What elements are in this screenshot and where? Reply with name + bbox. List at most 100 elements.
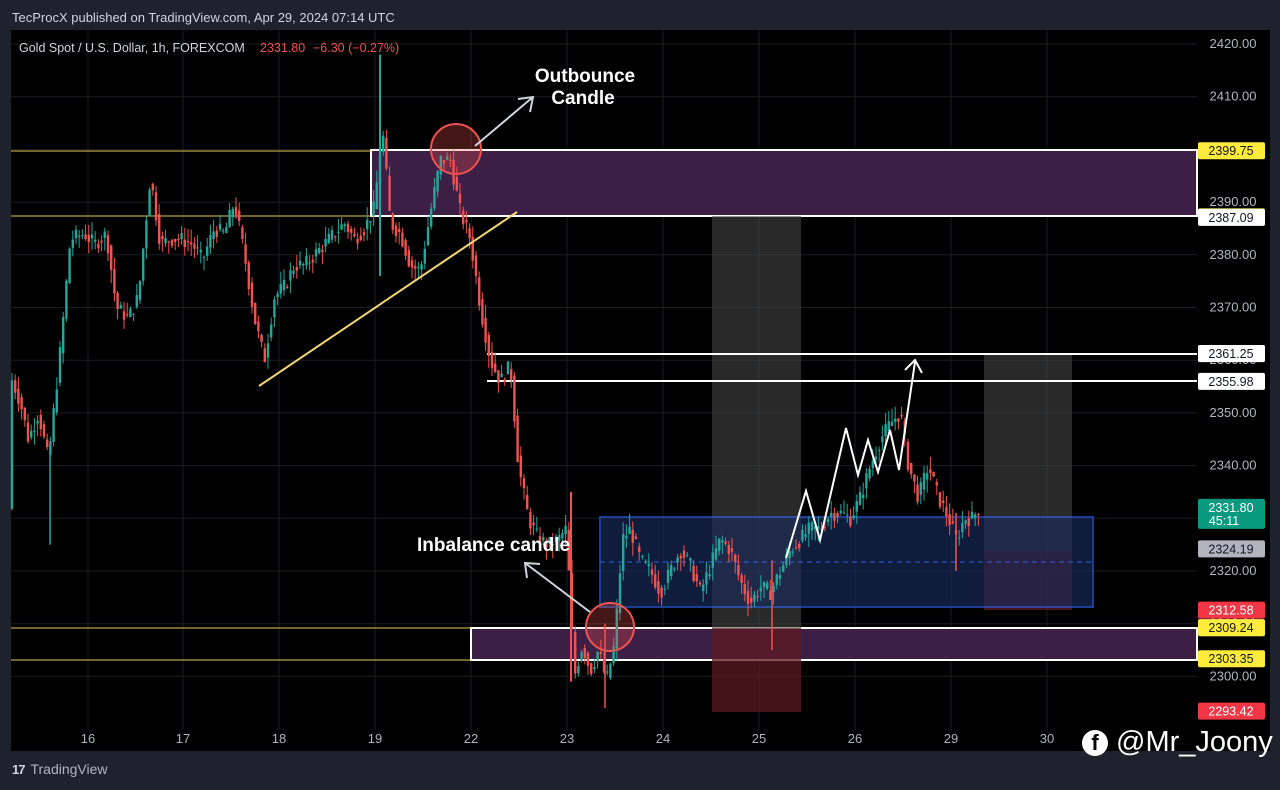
candle-body [110, 245, 113, 271]
countdown-label: 45:11 [1209, 514, 1239, 528]
candle-body [14, 380, 17, 393]
candle-body [446, 156, 449, 160]
candle-body [36, 421, 39, 424]
candle-body [938, 492, 942, 507]
candle-body [740, 575, 743, 584]
time-tick-label: 25 [752, 731, 766, 746]
outbounce-label-1: Outbounce [535, 66, 635, 87]
candle-body [289, 270, 292, 281]
candle-body [87, 234, 90, 242]
candle-body [302, 263, 305, 266]
candle-body [522, 478, 526, 489]
candle-body [439, 155, 442, 175]
candle-body [404, 240, 407, 256]
candle-body [650, 569, 654, 575]
price-tick-label: 2410.00 [1210, 89, 1257, 104]
candle-body [158, 214, 161, 244]
candle-body [634, 536, 638, 539]
candle-body [951, 521, 954, 524]
candle-body [750, 597, 753, 603]
candle-body [238, 210, 241, 221]
price-tick-label: 2350.00 [1210, 405, 1257, 420]
price-label-bg [1198, 619, 1265, 637]
candle-body [500, 373, 503, 378]
candle-body [551, 544, 554, 546]
candle-body [353, 233, 356, 237]
candle-body [471, 236, 474, 261]
candle-body [218, 223, 222, 230]
candle-body [481, 299, 484, 325]
candle-body [202, 256, 206, 258]
outbounce-arrowhead [517, 95, 535, 113]
outbounce-circle [430, 123, 482, 175]
candle-body [897, 418, 900, 422]
facebook-icon: f [1082, 729, 1108, 756]
price-label: 2324.19 [1208, 542, 1253, 556]
candle-body [334, 236, 337, 238]
candle-body [340, 224, 343, 230]
price-label-bg [1198, 601, 1265, 619]
tradingview-brand[interactable]: 17 TradingView [12, 761, 108, 777]
time-tick-label: 16 [81, 731, 95, 746]
candle-body [702, 584, 705, 592]
price-label: 2293.42 [1208, 705, 1253, 719]
outbounce-arrow [474, 96, 534, 147]
candle-body [71, 239, 74, 248]
candle-body [833, 513, 836, 521]
candle-body [766, 582, 769, 589]
candle-body [782, 565, 785, 572]
candle-body [922, 473, 926, 490]
candle-body [804, 534, 807, 538]
candle-body [542, 537, 545, 541]
candle-body [10, 380, 14, 509]
candle-body [791, 551, 794, 553]
price-label: 2361.25 [1208, 347, 1253, 361]
candle-body [266, 343, 270, 358]
candle-body [778, 575, 782, 579]
price-label-bg [1198, 540, 1265, 558]
candle-body [647, 563, 650, 566]
candle-body [321, 249, 324, 253]
candle-body [209, 235, 212, 248]
candle-body [305, 255, 308, 266]
candle-body [698, 582, 702, 585]
candle-body [62, 317, 65, 354]
candle-body [148, 189, 151, 217]
price-label: 2303.35 [1208, 652, 1253, 666]
candle-body [391, 213, 394, 230]
candle-body [116, 292, 119, 310]
demand-zone [470, 627, 1198, 661]
candle-body [865, 473, 868, 489]
candle-body [330, 230, 334, 240]
price-label-bg [1198, 702, 1265, 720]
candle-body [33, 430, 36, 432]
candle-body [730, 548, 734, 552]
candles [10, 54, 980, 709]
candle-body [52, 408, 55, 442]
price-axis[interactable] [1197, 30, 1270, 751]
price-label-bg [1198, 372, 1265, 390]
time-axis[interactable] [11, 730, 1197, 751]
candle-body [977, 513, 980, 516]
candle-body [622, 534, 625, 571]
candle-body [695, 574, 698, 582]
candle-body [858, 492, 862, 505]
candle-body [887, 421, 890, 432]
projection-path [785, 361, 916, 559]
candle-body [881, 436, 884, 443]
candle-body [884, 424, 887, 437]
candle-body [401, 232, 404, 247]
candle-body [273, 299, 276, 318]
price-label-bg [1198, 208, 1265, 226]
candle-body [196, 247, 199, 249]
candle-body [826, 519, 830, 522]
candle-body [142, 248, 145, 281]
candle-body [564, 525, 567, 535]
publish-header: TecProcX published on TradingView.com, A… [12, 10, 395, 25]
candle-body [234, 207, 238, 215]
candle-body [394, 225, 398, 237]
time-tick-label: 19 [368, 731, 382, 746]
candle-body [574, 632, 577, 674]
